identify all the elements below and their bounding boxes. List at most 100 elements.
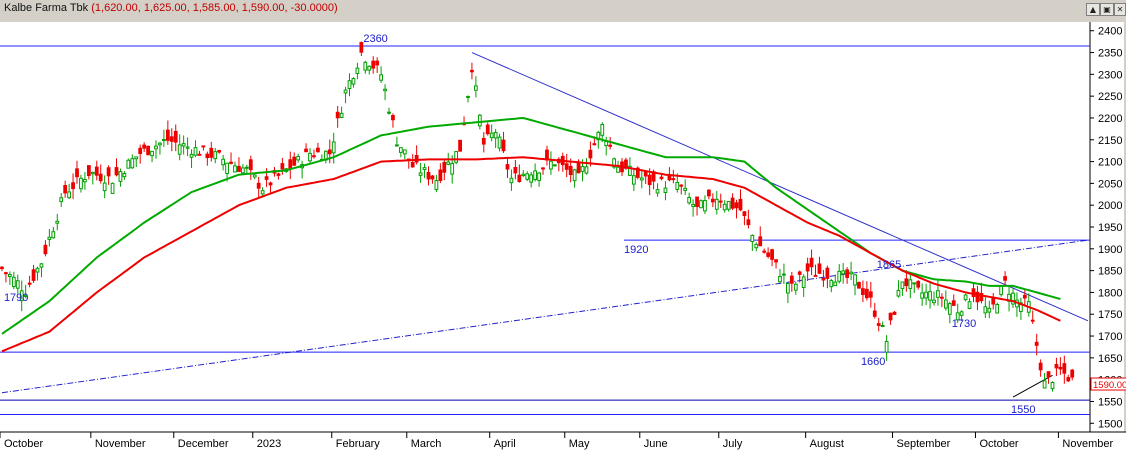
- candle-body: [114, 167, 119, 176]
- candle-body: [955, 312, 960, 321]
- candle-body: [86, 165, 91, 177]
- candle-body: [864, 288, 869, 299]
- candle-body: [75, 168, 79, 178]
- candle-body: [912, 282, 917, 285]
- candle-body: [1062, 363, 1067, 374]
- candle-body: [237, 165, 241, 172]
- candle-body: [343, 89, 348, 94]
- candle-body: [908, 279, 913, 289]
- candle-body: [631, 175, 636, 185]
- candle-body: [7, 274, 12, 277]
- y-axis-ticks: 1500155016001650170017501800185019001950…: [1090, 26, 1122, 430]
- candle-body: [817, 263, 822, 274]
- candle-body: [884, 340, 889, 353]
- candle-body: [363, 61, 368, 71]
- x-tick-label: November: [1062, 438, 1113, 450]
- candle-body: [308, 152, 312, 162]
- candle-body: [940, 296, 944, 299]
- candle-body: [98, 173, 103, 182]
- candle-body: [402, 149, 407, 155]
- candle-body: [793, 283, 798, 291]
- candle-body: [703, 200, 707, 212]
- candle-body: [995, 304, 1000, 314]
- candle-body: [572, 169, 577, 182]
- candle-body: [782, 273, 786, 276]
- candle-body: [1034, 341, 1039, 346]
- candle-body: [647, 174, 652, 186]
- candle-body: [351, 78, 356, 85]
- candle-body: [710, 198, 715, 203]
- x-tick-label: October: [979, 438, 1018, 450]
- x-tick-label: 2023: [257, 438, 281, 450]
- candle-body: [130, 158, 135, 169]
- x-tick-label: September: [897, 438, 951, 450]
- candle-body: [600, 123, 605, 136]
- candle-body: [580, 166, 585, 172]
- close-button[interactable]: ✕: [1114, 3, 1126, 16]
- candle-body: [410, 161, 415, 168]
- candle-body: [454, 151, 459, 163]
- point-label: 1730: [952, 318, 976, 330]
- candle-body: [671, 178, 676, 181]
- candle-body: [959, 311, 964, 316]
- candle-body: [529, 174, 534, 183]
- x-tick-label: June: [644, 438, 668, 450]
- candle-body: [177, 144, 182, 155]
- candle-body: [857, 282, 861, 289]
- candle-body: [971, 288, 976, 298]
- candle-body: [1054, 364, 1059, 369]
- y-tick-label: 2400: [1098, 26, 1122, 38]
- candle-body: [233, 165, 237, 173]
- candle-body: [987, 307, 992, 313]
- candle-body: [185, 146, 190, 149]
- candle-body: [635, 167, 640, 178]
- x-tick-label: November: [95, 438, 146, 450]
- candle-body: [414, 155, 419, 163]
- candle-body: [252, 174, 257, 178]
- candle-body: [134, 156, 139, 160]
- candle-body: [975, 291, 980, 303]
- candle-body: [541, 167, 545, 170]
- candle-body: [928, 291, 932, 301]
- price-chart[interactable]: 1500155016001650170017501800185019001950…: [0, 18, 1126, 450]
- candle-body: [746, 219, 751, 226]
- level-label: 1920: [624, 244, 648, 256]
- candle-body: [430, 175, 435, 180]
- candle-body: [726, 200, 731, 210]
- candle-body: [398, 147, 403, 153]
- candle-body: [683, 187, 688, 191]
- candle-body: [1038, 362, 1043, 371]
- candle-body: [730, 197, 735, 209]
- candle-body: [868, 291, 873, 298]
- x-axis-ticks: October November December 2023 February March…: [0, 432, 1113, 450]
- candle-body: [1070, 369, 1075, 378]
- y-axis-panel: [1090, 22, 1124, 432]
- candles: [0, 41, 1075, 392]
- candle-body: [778, 275, 782, 283]
- candle-body: [169, 136, 174, 142]
- candle-body: [675, 182, 680, 190]
- x-tick-label: February: [336, 438, 381, 450]
- candle-body: [79, 177, 83, 190]
- maximize-button[interactable]: ▣: [1100, 3, 1114, 16]
- title-bar: Kalbe Farma Tbk (1,620.00, 1,625.00, 1,5…: [0, 0, 1126, 19]
- minimize-button[interactable]: ▲: [1086, 3, 1100, 16]
- x-tick-label: August: [810, 438, 844, 450]
- y-tick-label: 2350: [1098, 48, 1122, 60]
- x-tick-label: March: [411, 438, 442, 450]
- candle-body: [442, 161, 447, 173]
- candle-body: [248, 159, 253, 171]
- candle-body: [43, 244, 48, 255]
- candle-body: [979, 292, 984, 302]
- candle-body: [485, 124, 490, 135]
- candle-body: [584, 166, 589, 174]
- candle-body: [1019, 302, 1023, 312]
- candle-body: [568, 165, 573, 176]
- candle-body: [288, 159, 293, 170]
- candle-body: [533, 170, 538, 181]
- trend-lines: [1, 52, 1089, 398]
- candle-body: [1003, 276, 1007, 281]
- candle-body: [63, 185, 68, 194]
- candle-body: [588, 149, 593, 159]
- candle-body: [576, 161, 581, 174]
